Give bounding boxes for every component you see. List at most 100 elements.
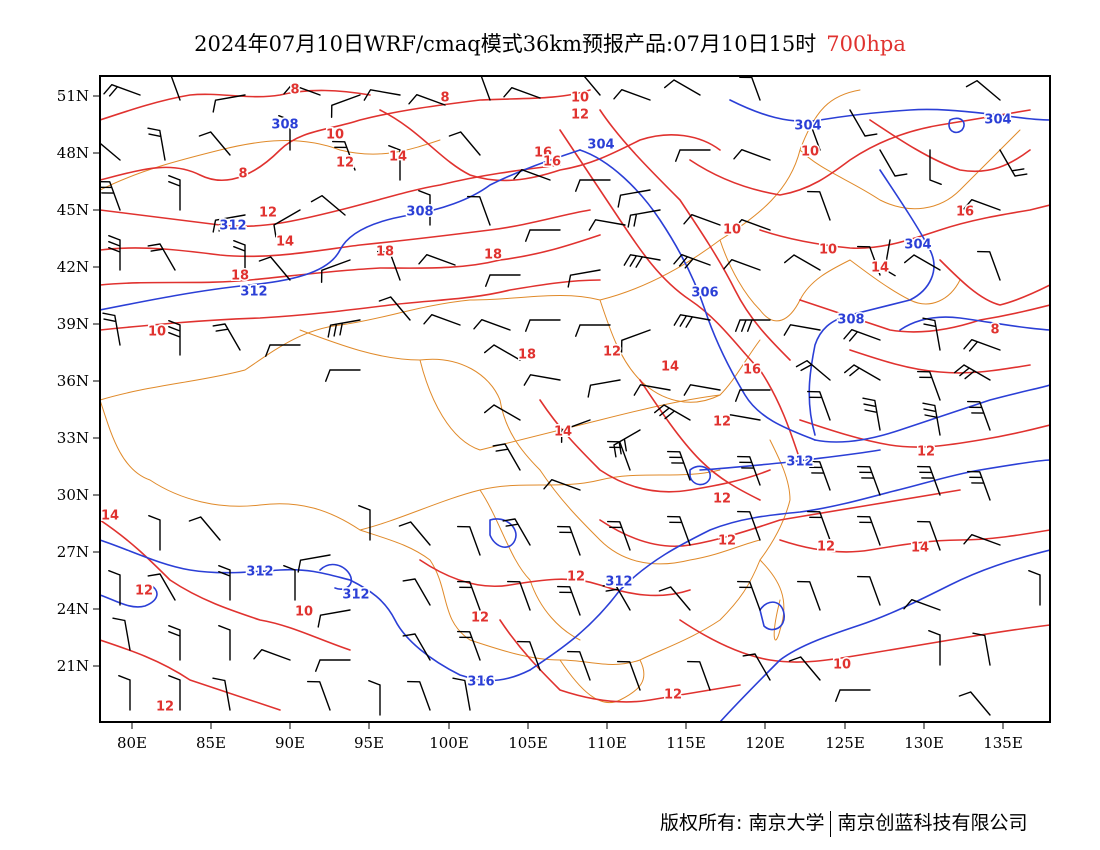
wind-barb <box>917 370 941 401</box>
wind-barb <box>503 87 541 99</box>
temperature-label: 10 <box>148 325 166 340</box>
borders-layer <box>100 89 1021 704</box>
wind-barb <box>737 580 761 611</box>
temperature-label: 12 <box>567 570 585 585</box>
wind-barb <box>723 414 761 426</box>
lon-tick-label: 85E <box>196 734 226 752</box>
temperature-label: 10 <box>326 128 344 143</box>
wind-barb <box>310 195 346 216</box>
wind-barb <box>587 379 621 398</box>
wind-barb <box>253 649 291 661</box>
wind-barb <box>633 384 671 396</box>
temperature-label: 12 <box>471 611 489 626</box>
wind-barb <box>683 214 721 226</box>
title-text: 2024年07月10日WRF/cmaq模式36km预报产品:07月10日15时 <box>194 32 817 56</box>
wind-barb <box>363 89 401 101</box>
wind-barb <box>448 131 481 156</box>
lat-tick-label: 36N <box>57 372 89 390</box>
wind-barb <box>857 245 881 276</box>
temperature-label: 16 <box>956 205 974 220</box>
wind-barb <box>278 115 291 151</box>
wind-barb <box>258 256 291 281</box>
wind-barb <box>525 319 561 332</box>
wind-barb <box>788 656 821 681</box>
wind-barb <box>807 390 831 421</box>
temperature-label: 18 <box>376 245 394 260</box>
height-label: 312 <box>605 575 632 590</box>
wind-barb <box>862 397 881 431</box>
wind-barb <box>198 131 231 156</box>
wind-barb <box>507 580 531 611</box>
border-line <box>719 239 851 322</box>
wind-barb <box>917 520 941 551</box>
temperature-label: 14 <box>276 235 294 250</box>
temperature-label: 14 <box>871 261 889 276</box>
wind-barb <box>884 239 896 277</box>
wind-barb <box>418 254 456 266</box>
temperature-label: 12 <box>603 345 621 360</box>
wind-barb <box>118 675 131 711</box>
wind-barb <box>212 214 246 233</box>
wind-barb <box>857 515 881 546</box>
wind-barb <box>330 94 361 118</box>
lat-tick-label: 21N <box>57 657 89 675</box>
temperature-contour <box>499 619 741 703</box>
plot-area <box>100 76 1050 722</box>
wind-barb <box>928 630 941 666</box>
temperature-contour <box>100 89 591 181</box>
map-title: 2024年07月10日WRF/cmaq模式36km预报产品:07月10日15时 7… <box>0 28 1100 58</box>
wind-barb <box>492 443 521 471</box>
temperature-label: 8 <box>290 83 299 98</box>
wind-barb <box>273 209 301 238</box>
wind-barb <box>849 109 878 137</box>
wind-barb <box>922 317 941 351</box>
wind-barb <box>627 209 661 228</box>
wind-barb <box>407 680 431 711</box>
wind-barb <box>103 84 141 97</box>
wind-barb <box>283 84 321 96</box>
lat-tick-label: 42N <box>57 258 89 276</box>
wind-barb <box>168 625 181 661</box>
wind-barb <box>733 149 771 161</box>
height-label: 312 <box>246 565 273 580</box>
wind-barb <box>218 565 231 601</box>
height-contour <box>699 449 881 471</box>
height-label: 312 <box>342 588 369 603</box>
wind-barb <box>617 189 651 208</box>
lon-tick-label: 125E <box>825 734 865 752</box>
footer: 版权所有: 南京大学 南京创蓝科技有限公司 <box>660 808 1027 837</box>
border-line <box>359 469 721 531</box>
wind-barb <box>147 573 176 601</box>
lat-tick-label: 51N <box>57 87 89 105</box>
temperature-label: 12 <box>259 206 277 221</box>
border-line <box>479 489 581 641</box>
lon-tick-label: 120E <box>745 734 785 752</box>
wind-barb <box>737 455 761 486</box>
wind-barb <box>112 617 131 651</box>
temperature-label: 8 <box>238 167 247 182</box>
wind-barb <box>325 369 361 382</box>
temperature-label: 16 <box>534 146 552 161</box>
latitude-labels: 51N 48N 45N 42N 39N 36N 33N 30N 27N 24N 21N <box>57 87 89 675</box>
wind-barb <box>673 314 711 328</box>
wind-barb <box>784 254 821 271</box>
lon-tick-label: 80E <box>117 734 147 752</box>
wind-barb <box>502 518 531 546</box>
wind-barb <box>485 274 521 287</box>
wind-barb <box>844 364 881 381</box>
wind-barb <box>265 344 301 357</box>
lat-tick-label: 27N <box>57 543 89 561</box>
wind-barb <box>168 175 181 211</box>
temperature-contour <box>100 209 591 258</box>
temperature-label: 18 <box>231 269 249 284</box>
temperature-label: 10 <box>723 223 741 238</box>
wind-barb <box>332 140 356 171</box>
temperature-contour <box>799 419 1050 448</box>
wind-barb <box>484 344 521 361</box>
wind-barb <box>683 384 721 396</box>
wind-barb <box>965 80 1001 101</box>
wind-barb <box>857 575 881 606</box>
wind-barb <box>108 235 121 271</box>
temperature-label: 18 <box>518 348 536 363</box>
wind-barb <box>484 404 521 421</box>
